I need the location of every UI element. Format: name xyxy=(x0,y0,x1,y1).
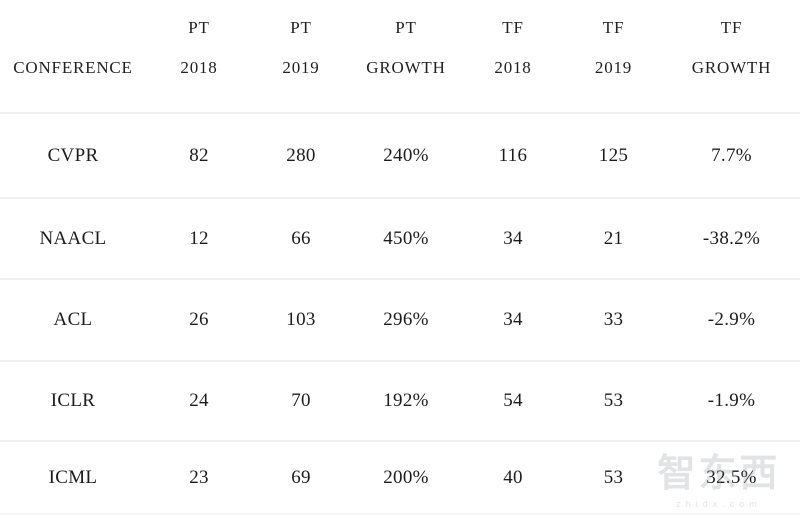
table-cell: -38.2% xyxy=(663,197,800,279)
table-cell: 12 xyxy=(146,197,252,279)
table-cell: 66 xyxy=(252,197,350,279)
header-label-line1: TF xyxy=(602,18,625,37)
table-cell: 54 xyxy=(462,360,564,441)
header-label-line2: 2018 xyxy=(180,58,218,77)
table-cell: 125 xyxy=(564,112,663,198)
table-cell: 69 xyxy=(252,440,350,515)
header-label-line1: PT xyxy=(188,18,210,37)
table-cell: -1.9% xyxy=(663,360,800,441)
table-header: CONFERENCE PT 2018 PT 2019 PT GROWTH TF … xyxy=(0,0,800,113)
table-cell: 116 xyxy=(462,112,564,198)
header-label-line2: 2019 xyxy=(594,58,633,77)
table-cell: 21 xyxy=(564,197,663,279)
header-label-line2: GROWTH xyxy=(691,58,772,77)
conference-name-cell: CVPR xyxy=(0,112,146,198)
table-cell: 53 xyxy=(564,440,663,515)
table-row-cvpr: CVPR 82 280 240% 116 125 7.7% xyxy=(0,112,800,198)
table-cell: 82 xyxy=(146,112,252,198)
table-cell: 296% xyxy=(350,278,462,361)
table-row-acl: ACL 26 103 296% 34 33 -2.9% xyxy=(0,278,800,361)
header-label-line2: 2019 xyxy=(282,58,320,77)
conference-name-cell: ICML xyxy=(0,440,146,515)
column-header-pt-2019: PT 2019 xyxy=(252,0,350,113)
column-header-tf-2019: TF 2019 xyxy=(564,0,663,113)
table-cell: 70 xyxy=(252,360,350,441)
column-header-pt-growth: PT GROWTH xyxy=(350,0,462,113)
header-label-line1: PT xyxy=(290,18,312,37)
table-cell: 34 xyxy=(462,197,564,279)
table-body: CVPR 82 280 240% 116 125 7.7% NAACL 12 6… xyxy=(0,112,800,515)
table-cell: 7.7% xyxy=(663,112,800,198)
column-header-tf-2018: TF 2018 xyxy=(462,0,564,113)
table-cell: 23 xyxy=(146,440,252,515)
header-label-line2: 2018 xyxy=(494,58,532,77)
table-cell: 450% xyxy=(350,197,462,279)
table-cell: 200% xyxy=(350,440,462,515)
header-label-line1: TF xyxy=(720,18,743,37)
table-cell: 53 xyxy=(564,360,663,441)
table-cell: 40 xyxy=(462,440,564,515)
table-row-icml: ICML 23 69 200% 40 53 32.5% xyxy=(0,440,800,515)
header-label-line2: GROWTH xyxy=(366,58,446,77)
header-label-line1: TF xyxy=(502,18,524,37)
conference-name-cell: ACL xyxy=(0,278,146,361)
column-header-tf-growth: TF GROWTH xyxy=(663,0,800,113)
table-cell: 240% xyxy=(350,112,462,198)
column-header-conference: CONFERENCE xyxy=(0,0,146,113)
header-label-line1: PT xyxy=(395,18,417,37)
conference-name-cell: NAACL xyxy=(0,197,146,279)
table-row-naacl: NAACL 12 66 450% 34 21 -38.2% xyxy=(0,197,800,279)
table-cell: 24 xyxy=(146,360,252,441)
table-cell: 26 xyxy=(146,278,252,361)
column-header-pt-2018: PT 2018 xyxy=(146,0,252,113)
table-cell: 34 xyxy=(462,278,564,361)
conference-name-cell: ICLR xyxy=(0,360,146,441)
header-label: CONFERENCE xyxy=(13,58,133,77)
table-cell: 280 xyxy=(252,112,350,198)
table-cell: 103 xyxy=(252,278,350,361)
table-cell: -2.9% xyxy=(663,278,800,361)
table-cell: 33 xyxy=(564,278,663,361)
table-cell: 192% xyxy=(350,360,462,441)
header-row: CONFERENCE PT 2018 PT 2019 PT GROWTH TF … xyxy=(0,0,800,113)
table-row-iclr: ICLR 24 70 192% 54 53 -1.9% xyxy=(0,360,800,441)
table-cell: 32.5% xyxy=(663,440,800,515)
